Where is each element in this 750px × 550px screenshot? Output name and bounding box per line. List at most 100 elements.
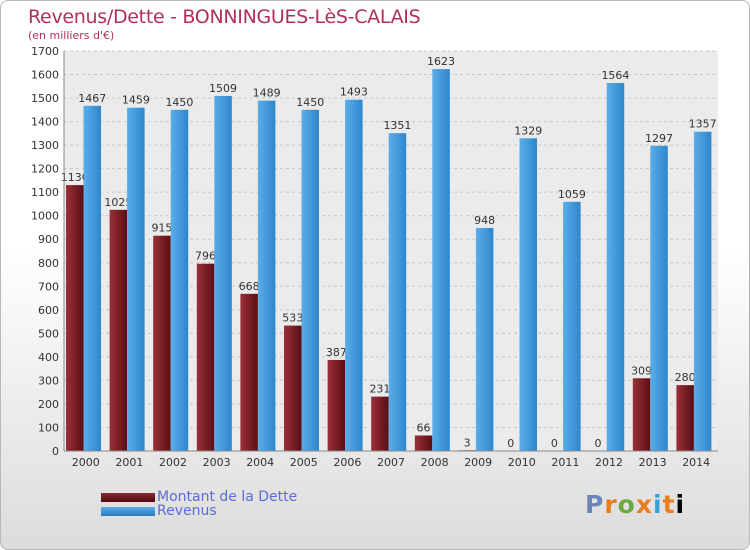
data-label-dette: 668 <box>239 280 260 293</box>
bar-revenus <box>606 83 625 451</box>
legend-label-revenus: Revenus <box>157 503 217 519</box>
bar-revenus <box>257 100 276 451</box>
bar-dette <box>196 263 215 451</box>
data-label-dette: 387 <box>326 346 347 359</box>
data-label-revenus: 1623 <box>427 55 455 68</box>
x-tick-label: 2006 <box>333 456 361 469</box>
data-label-revenus: 1564 <box>601 69 629 82</box>
bar-dette <box>371 396 389 451</box>
y-tick-label: 300 <box>38 374 59 387</box>
bar-revenus <box>127 107 145 452</box>
bar-revenus <box>388 133 407 451</box>
bar-revenus <box>432 69 450 451</box>
bar-dette <box>676 385 694 451</box>
chart-subtitle: (en milliers d'€) <box>28 29 115 42</box>
legend-swatch-revenus <box>101 506 155 516</box>
data-label-revenus: 1351 <box>383 119 411 132</box>
legend-label-dette: Montant de la Dette <box>157 489 298 505</box>
y-tick-label: 1000 <box>31 210 59 223</box>
x-tick-label: 2013 <box>639 456 667 469</box>
data-label-dette: 915 <box>151 222 172 235</box>
bar-dette <box>327 359 346 451</box>
data-label-dette: 1025 <box>104 196 132 209</box>
data-label-revenus: 1489 <box>253 87 281 100</box>
data-label-dette: 231 <box>369 383 390 396</box>
y-tick-label: 1400 <box>31 116 59 129</box>
data-label-revenus: 1459 <box>122 94 150 107</box>
bar-revenus <box>345 99 363 452</box>
data-label-revenus: 1509 <box>209 82 237 95</box>
legend-item-dette: Montant de la Dette <box>101 489 297 505</box>
x-tick-label: 2014 <box>682 456 710 469</box>
bar-revenus <box>170 109 189 451</box>
data-label-revenus: 948 <box>474 214 495 227</box>
y-tick-label: 1300 <box>31 139 59 152</box>
x-tick-label: 2011 <box>551 456 579 469</box>
data-label-revenus: 1357 <box>689 118 717 131</box>
x-tick-label: 2010 <box>508 456 536 469</box>
y-tick-label: 1500 <box>31 92 59 105</box>
data-label-dette: 0 <box>507 437 514 450</box>
bar-revenus <box>83 105 101 451</box>
bar-revenus <box>650 145 668 451</box>
x-tick-label: 2004 <box>246 456 274 469</box>
y-tick-label: 1100 <box>31 186 59 199</box>
bar-dette <box>632 378 651 451</box>
data-label-revenus: 1329 <box>514 124 542 137</box>
bar-dette <box>284 325 302 451</box>
data-label-dette: 3 <box>464 436 471 449</box>
y-tick-label: 900 <box>38 233 59 246</box>
y-tick-label: 600 <box>38 304 59 317</box>
x-tick-label: 2007 <box>377 456 405 469</box>
y-tick-label: 1200 <box>31 163 59 176</box>
y-tick-label: 700 <box>38 280 59 293</box>
bar-revenus <box>563 201 581 451</box>
data-label-dette: 533 <box>282 312 303 325</box>
y-tick-label: 1700 <box>31 45 59 58</box>
data-label-dette: 309 <box>631 364 652 377</box>
y-tick-label: 800 <box>38 257 59 270</box>
bar-revenus <box>301 109 319 451</box>
x-tick-label: 2002 <box>159 456 187 469</box>
data-label-revenus: 1450 <box>296 96 324 109</box>
data-label-dette: 0 <box>594 437 601 450</box>
bar-dette <box>240 293 258 451</box>
y-tick-label: 100 <box>38 421 59 434</box>
y-tick-label: 400 <box>38 351 59 364</box>
y-tick-label: 200 <box>38 398 59 411</box>
x-tick-label: 2003 <box>203 456 231 469</box>
chart-title: Revenus/Dette - BONNINGUES-LèS-CALAIS <box>28 6 421 28</box>
data-label-revenus: 1059 <box>558 188 586 201</box>
data-label-revenus: 1493 <box>340 86 368 99</box>
data-label-dette: 0 <box>551 437 558 450</box>
bar-dette <box>414 435 433 451</box>
bar-revenus <box>214 95 232 452</box>
y-tick-label: 500 <box>38 327 59 340</box>
bar-dette <box>109 209 128 451</box>
data-label-revenus: 1297 <box>645 132 673 145</box>
x-tick-label: 2008 <box>421 456 449 469</box>
data-label-dette: 796 <box>195 250 216 263</box>
data-label-revenus: 1450 <box>165 96 193 109</box>
bar-revenus <box>475 227 494 451</box>
x-tick-label: 2001 <box>115 456 143 469</box>
data-label-dette: 1130 <box>61 171 89 184</box>
y-tick-label: 0 <box>52 445 59 458</box>
bar-revenus <box>519 138 537 451</box>
bar-dette <box>153 235 171 451</box>
legend-item-revenus: Revenus <box>101 503 217 519</box>
x-tick-label: 2009 <box>464 456 492 469</box>
x-tick-label: 2012 <box>595 456 623 469</box>
data-label-dette: 66 <box>417 421 431 434</box>
bar-revenus <box>693 131 712 452</box>
data-label-revenus: 1467 <box>78 92 106 105</box>
proxiti-logo: Proxiti <box>585 490 686 519</box>
y-tick-label: 1600 <box>31 69 59 82</box>
x-tick-label: 2000 <box>72 456 100 469</box>
data-label-dette: 280 <box>675 371 696 384</box>
x-tick-label: 2005 <box>290 456 318 469</box>
bar-dette <box>66 185 84 451</box>
legend-swatch-dette <box>101 492 155 502</box>
